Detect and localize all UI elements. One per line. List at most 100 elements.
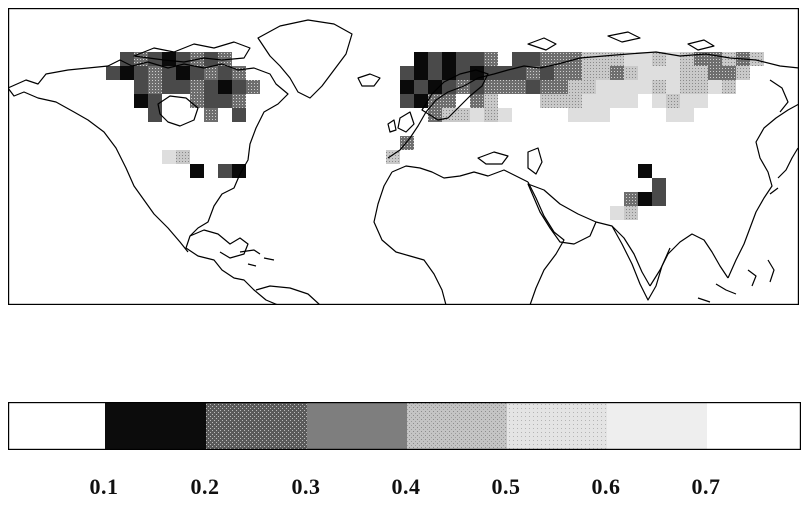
arctic-russia-islands: [527, 31, 715, 51]
colorbar-svg: [8, 402, 801, 450]
colorbar-bin: [105, 402, 206, 450]
data-cell: [120, 66, 134, 80]
data-cell: [106, 66, 120, 80]
data-cell: [722, 52, 736, 66]
data-cell: [624, 94, 638, 108]
data-cell: [176, 66, 190, 80]
scandinavia-coastline: [421, 69, 489, 121]
data-cell: [204, 80, 218, 94]
data-cell: [680, 94, 694, 108]
caribbean-islands: [239, 249, 275, 267]
data-cell: [722, 66, 736, 80]
data-cell: [568, 108, 582, 122]
data-cell: [176, 52, 190, 66]
data-cell: [218, 66, 232, 80]
data-cell: [162, 150, 176, 164]
data-cell: [540, 66, 554, 80]
coastlines: [8, 19, 799, 305]
data-cell: [470, 52, 484, 66]
data-cell: [442, 52, 456, 66]
data-cell: [148, 108, 162, 122]
colorbar-bins: [8, 402, 801, 450]
data-cell: [134, 94, 148, 108]
data-cell: [554, 94, 568, 108]
data-cell: [596, 52, 610, 66]
data-cell: [638, 52, 652, 66]
data-cell: [204, 66, 218, 80]
data-cell: [652, 80, 666, 94]
data-cell: [680, 66, 694, 80]
data-cell: [204, 94, 218, 108]
data-cell: [134, 80, 148, 94]
world-map-panel: [8, 8, 799, 305]
colorbar-tick-label: 0.5: [491, 474, 521, 499]
data-cell: [680, 108, 694, 122]
data-cell: [694, 66, 708, 80]
data-cell: [148, 94, 162, 108]
data-cell: [470, 108, 484, 122]
data-cell: [442, 66, 456, 80]
africa-coastline: [373, 171, 565, 305]
data-cell: [526, 80, 540, 94]
data-cell: [176, 80, 190, 94]
colorbar-tick-label: 0.2: [190, 474, 220, 499]
data-cell: [582, 108, 596, 122]
data-cell: [148, 80, 162, 94]
data-cell: [148, 66, 162, 80]
colorbar-bin: [407, 402, 507, 450]
kamchatka-coast: [769, 79, 789, 113]
data-cell: [652, 94, 666, 108]
data-cell: [218, 94, 232, 108]
data-cell: [708, 80, 722, 94]
data-cell: [400, 80, 414, 94]
data-cell: [554, 80, 568, 94]
data-cell: [638, 80, 652, 94]
black-caspian-seas: [477, 147, 543, 175]
data-cell: [414, 52, 428, 66]
colorbar-bin: [607, 402, 707, 450]
data-cell: [624, 52, 638, 66]
colorbar-bin: [206, 402, 307, 450]
data-cell: [638, 192, 652, 206]
data-cell: [568, 66, 582, 80]
data-cell: [596, 94, 610, 108]
data-cell: [162, 66, 176, 80]
colorbar-tick-label: 0.7: [691, 474, 721, 499]
colorbar-tick-label: 0.3: [291, 474, 321, 499]
data-cell: [484, 66, 498, 80]
data-cell: [162, 52, 176, 66]
iceland-coastline: [357, 73, 381, 87]
data-cell: [582, 52, 596, 66]
data-cell: [190, 94, 204, 108]
data-cell: [680, 52, 694, 66]
data-cell: [470, 80, 484, 94]
data-cell: [526, 66, 540, 80]
colorbar-tick-label: 0.4: [391, 474, 421, 499]
data-cell: [582, 94, 596, 108]
data-cell: [666, 94, 680, 108]
data-cell: [218, 164, 232, 178]
hudson-bay-coast: [157, 95, 199, 127]
greenland-coastline: [257, 19, 353, 99]
data-cell: [176, 150, 190, 164]
data-cell: [470, 66, 484, 80]
mediterranean-coast: [391, 165, 529, 183]
data-cell: [232, 164, 246, 178]
data-cell: [456, 108, 470, 122]
data-cell: [218, 80, 232, 94]
map-frame: [8, 8, 799, 305]
data-cell: [624, 206, 638, 220]
colorbar-bin: [707, 402, 801, 450]
gridded-data-cells: [106, 52, 764, 220]
data-cell: [498, 66, 512, 80]
asia-south-coast: [595, 221, 729, 287]
data-cell: [442, 94, 456, 108]
data-cell: [610, 206, 624, 220]
data-cell: [484, 52, 498, 66]
data-cell: [554, 66, 568, 80]
data-cell: [400, 94, 414, 108]
data-cell: [596, 66, 610, 80]
data-cell: [484, 80, 498, 94]
data-cell: [666, 80, 680, 94]
data-cell: [190, 66, 204, 80]
